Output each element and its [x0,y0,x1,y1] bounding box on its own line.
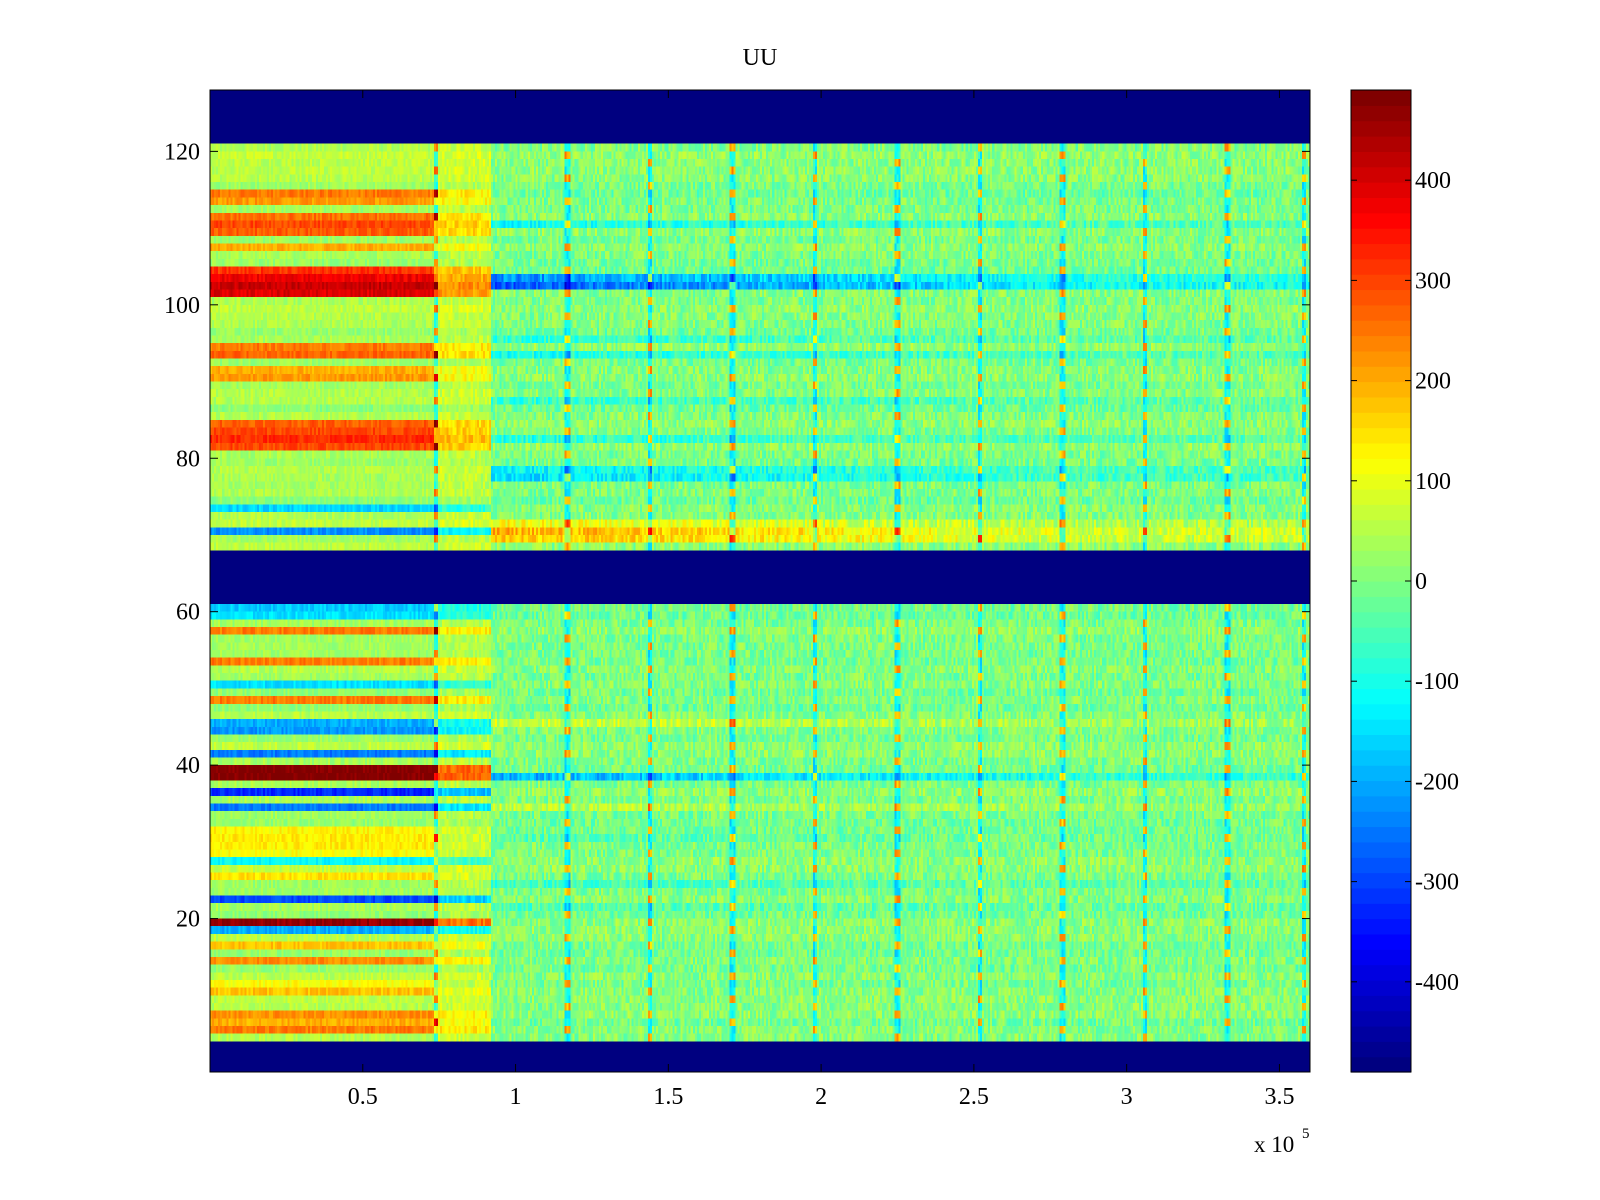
colorbar-swatch [1351,581,1411,597]
colorbar-swatch [1351,550,1411,567]
colorbar-swatch [1351,1010,1411,1027]
plot-area [209,89,1311,1073]
colorbar-swatch [1351,320,1411,337]
colorbar-swatch [1351,396,1411,413]
colorbar-swatch [1351,995,1411,1012]
colorbar-swatch [1351,366,1411,383]
y-tick-label: 20 [176,907,200,933]
colorbar-tick-label: 400 [1415,168,1451,194]
plot-frame [209,89,1311,1073]
colorbar-swatch [1351,182,1411,199]
colorbar-tick-label: 300 [1415,268,1451,294]
colorbar-swatch [1351,105,1411,122]
colorbar-swatch [1351,212,1411,229]
colorbar-swatch [1351,872,1411,889]
x-tick-label: 1.5 [653,1084,683,1110]
chart-title: UU [743,45,778,71]
colorbar-swatch [1351,765,1411,782]
colorbar-swatch [1351,673,1411,690]
y-tick-label: 100 [164,293,200,319]
colorbar-swatch [1351,381,1411,398]
colorbar-swatch [1351,534,1411,551]
colorbar-swatch [1351,841,1411,858]
colorbar-swatch [1351,780,1411,797]
colorbar-swatch [1351,90,1411,106]
colorbar-swatch [1351,1056,1411,1073]
y-tick-label: 80 [176,446,200,472]
colorbar-swatch [1351,903,1411,920]
colorbar-swatch [1351,519,1411,536]
colorbar-tick-label: 200 [1415,369,1451,395]
colorbar-swatch [1351,151,1411,168]
x-exponent: 5 [1302,1126,1310,1142]
y-tick-label: 60 [176,600,200,626]
colorbar-swatch [1351,749,1411,766]
colorbar-swatch [1351,473,1411,490]
y-tick-label: 120 [164,139,200,165]
colorbar-swatch [1351,596,1411,613]
colorbar-swatch [1351,688,1411,705]
colorbar-swatch [1351,458,1411,475]
colorbar-swatch [1351,412,1411,429]
x-tick-label: 0.5 [348,1084,378,1110]
colorbar-swatch [1351,703,1411,720]
colorbar-swatch [1351,166,1411,183]
colorbar-swatch [1351,243,1411,260]
x-tick-label: 3 [1121,1084,1133,1110]
heatmap-image [210,90,1310,1072]
colorbar-swatch [1351,964,1411,981]
colorbar-swatch [1351,949,1411,966]
colorbar-tick-label: -100 [1415,669,1459,695]
colorbar-swatch [1351,657,1411,674]
colorbar-swatch [1351,442,1411,459]
colorbar-swatch [1351,627,1411,643]
colorbar-tick-label: 0 [1415,569,1427,595]
colorbar-swatch [1351,611,1411,628]
colorbar-swatch [1351,811,1411,828]
colorbar-tick-label: -400 [1415,970,1459,996]
colorbar-swatch [1351,289,1411,306]
colorbar-tick-label: 100 [1415,469,1451,495]
colorbar-swatch [1351,933,1411,950]
y-tick-label: 40 [176,753,200,779]
colorbar-axis: 400 300 200 100 0 -100 -200 -300 -400 [1351,168,1459,996]
colorbar-swatch [1351,795,1411,812]
x-tick-label: 2 [815,1084,827,1110]
colorbar-swatch [1351,335,1411,352]
colorbar [1350,89,1412,1073]
colorbar-swatch [1351,120,1411,137]
colorbar-swatch [1351,350,1411,367]
x-tick-label: 2.5 [959,1084,989,1110]
colorbar-swatch [1351,136,1411,152]
x-tick-label: 1 [510,1084,522,1110]
colorbar-swatch [1351,258,1411,275]
colorbar-swatch [1351,274,1411,291]
colorbar-swatch [1351,565,1411,582]
colorbar-swatch [1351,887,1411,904]
colorbar-swatch [1351,1041,1411,1058]
y-axis: 20 40 60 80 100 120 [164,139,1310,933]
colorbar-swatch [1351,197,1411,214]
x-axis: 0.5 1 1.5 2 2.5 3 3.5 [348,90,1294,1110]
colorbar-swatch [1351,228,1411,245]
colorbar-swatch [1351,642,1411,659]
colorbar-swatch [1351,918,1411,935]
colorbar-tick-label: -300 [1415,870,1459,896]
colorbar-swatch [1351,488,1411,505]
colorbar-swatch [1351,826,1411,843]
x-tick-label: 3.5 [1264,1084,1294,1110]
colorbar-tick-label: -200 [1415,769,1459,795]
colorbar-swatch [1351,504,1411,521]
colorbar-swatch [1351,734,1411,751]
colorbar-swatch [1351,857,1411,874]
x-exponent-label: x 10 [1254,1132,1294,1157]
colorbar-swatch [1351,979,1411,996]
colorbar-swatch [1351,719,1411,736]
colorbar-swatch [1351,427,1411,444]
colorbar-swatch [1351,1025,1411,1042]
colorbar-swatch [1351,304,1411,321]
